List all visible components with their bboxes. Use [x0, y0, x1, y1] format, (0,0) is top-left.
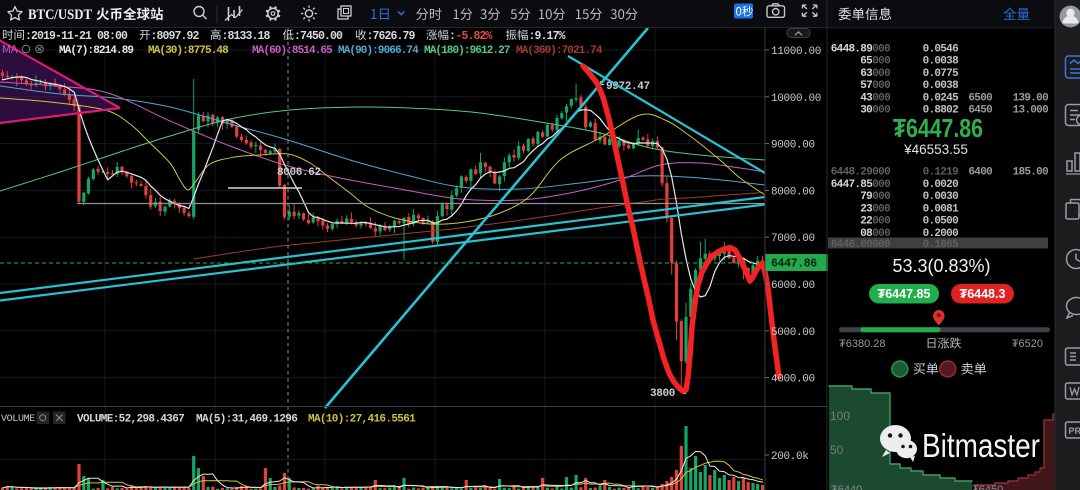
svg-text:65: 65 [860, 56, 873, 68]
svg-text:000: 000 [872, 92, 890, 104]
svg-text:53.3(0.83%): 53.3(0.83%) [892, 256, 990, 276]
svg-text:79: 79 [860, 191, 872, 203]
svg-text:000: 000 [872, 191, 890, 203]
svg-text:BTC/USDT: BTC/USDT [28, 7, 92, 23]
svg-text:MA(60):8514.65: MA(60):8514.65 [252, 45, 333, 57]
svg-text:6446.00: 6446.00 [831, 239, 872, 251]
svg-text::8097.92: :8097.92 [151, 30, 200, 43]
svg-text:¥46553.55: ¥46553.55 [903, 142, 968, 157]
svg-text:000: 000 [872, 216, 890, 228]
svg-text:0.0245: 0.0245 [923, 92, 960, 104]
svg-text:000: 000 [872, 167, 890, 179]
svg-text:6450: 6450 [968, 105, 992, 117]
svg-text:-5.82%: -5.82% [456, 30, 493, 43]
svg-text:₮6447.86: ₮6447.86 [893, 113, 983, 143]
svg-text:₮6440: ₮6440 [831, 484, 862, 490]
svg-text:Bitmaster: Bitmaster [922, 427, 1040, 464]
svg-text:10000.00: 10000.00 [771, 93, 821, 105]
svg-text:MA(30):8775.48: MA(30):8775.48 [148, 45, 229, 57]
svg-text:0.0038: 0.0038 [923, 80, 960, 92]
svg-text:6448.29: 6448.29 [831, 167, 872, 179]
svg-text:7000.00: 7000.00 [771, 233, 815, 245]
svg-text:50: 50 [830, 443, 844, 457]
svg-text:6000.00: 6000.00 [771, 280, 815, 292]
svg-text:MA(180):9612.27: MA(180):9612.27 [424, 45, 510, 57]
svg-text:0.0775: 0.0775 [923, 68, 960, 80]
svg-text::8133.18: :8133.18 [222, 30, 271, 43]
svg-text:0.0081: 0.0081 [923, 203, 960, 215]
svg-text:100: 100 [830, 409, 850, 423]
svg-text::9.17%: :9.17% [529, 30, 566, 43]
svg-text:0.0500: 0.0500 [923, 216, 959, 228]
svg-text:08: 08 [860, 228, 873, 240]
svg-text:0.0020: 0.0020 [923, 179, 959, 191]
svg-text:13.000: 13.000 [1013, 105, 1049, 117]
svg-text:23: 23 [860, 203, 873, 215]
svg-text:000: 000 [872, 44, 890, 56]
svg-text:139.00: 139.00 [1013, 92, 1049, 104]
svg-text::7450.00: :7450.00 [294, 30, 343, 43]
svg-text:0.0030: 0.0030 [923, 191, 959, 203]
svg-text:000: 000 [872, 56, 890, 68]
svg-text::2019-11-21 08:00: :2019-11-21 08:00 [25, 30, 128, 43]
svg-text:0.0038: 0.0038 [923, 56, 960, 68]
svg-text:0.1065: 0.1065 [923, 239, 960, 251]
svg-text:0.2000: 0.2000 [923, 228, 959, 240]
svg-text:63: 63 [860, 68, 873, 80]
svg-text::7626.79: :7626.79 [367, 30, 416, 43]
svg-text:000: 000 [872, 203, 890, 215]
svg-text:MA(10):27,416.5561: MA(10):27,416.5561 [308, 414, 416, 426]
svg-text:6448.89: 6448.89 [831, 44, 872, 56]
svg-text:4000.00: 4000.00 [771, 374, 815, 386]
svg-text:000: 000 [872, 105, 890, 117]
svg-text:6400: 6400 [968, 167, 992, 179]
svg-text:₮6447.85: ₮6447.85 [878, 287, 931, 301]
svg-text:6500: 6500 [968, 92, 992, 104]
svg-text:5000.00: 5000.00 [771, 327, 815, 339]
svg-text:VOLUME: VOLUME [1, 414, 35, 425]
svg-text:₮6380.28: ₮6380.28 [839, 338, 885, 350]
svg-text:6447.85: 6447.85 [831, 179, 873, 191]
svg-text:₮6520: ₮6520 [1012, 338, 1043, 350]
svg-text:3800 -: 3800 - [650, 388, 688, 400]
svg-text:6447.86: 6447.86 [771, 258, 817, 271]
svg-text:MA(90):9066.74: MA(90):9066.74 [338, 45, 419, 57]
svg-text:0.0546: 0.0546 [923, 44, 959, 56]
svg-text:000: 000 [872, 80, 890, 92]
svg-text:000: 000 [872, 228, 890, 240]
svg-text:43: 43 [860, 92, 873, 104]
svg-text:MA(360):7021.74: MA(360):7021.74 [516, 45, 603, 57]
svg-text:185.00: 185.00 [1013, 167, 1049, 179]
svg-text:8000.00: 8000.00 [771, 186, 815, 198]
svg-text:11000.00: 11000.00 [771, 46, 821, 58]
svg-text:200.0k: 200.0k [771, 451, 809, 463]
svg-text:9000.00: 9000.00 [771, 140, 815, 152]
svg-text::: : [449, 30, 455, 43]
svg-text:PRO: PRO [1069, 426, 1080, 436]
svg-text:000: 000 [872, 179, 890, 191]
svg-text:0.8802: 0.8802 [923, 105, 959, 117]
svg-text:MA(7):8214.89: MA(7):8214.89 [59, 45, 133, 57]
svg-text:30: 30 [860, 105, 872, 117]
svg-text:22: 22 [860, 216, 872, 228]
svg-text:0.1219: 0.1219 [923, 167, 959, 179]
svg-text:MA(5):31,469.1296: MA(5):31,469.1296 [196, 414, 297, 426]
svg-text:000: 000 [872, 68, 890, 80]
svg-text:000: 000 [872, 239, 890, 251]
svg-text:₮6450: ₮6450 [972, 484, 1003, 490]
svg-text:₮6448.3: ₮6448.3 [960, 287, 1006, 301]
svg-text:57: 57 [860, 80, 872, 92]
svg-text:VOLUME:52,298.4367: VOLUME:52,298.4367 [77, 414, 184, 426]
